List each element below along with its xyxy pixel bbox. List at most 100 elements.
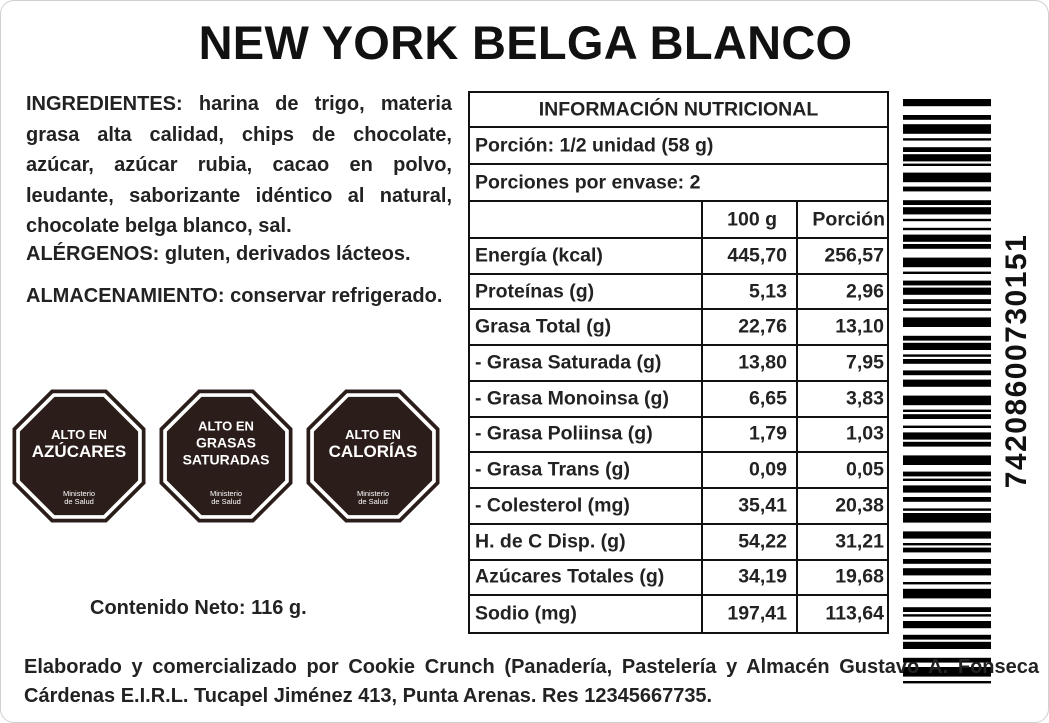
seal-ministry: de Salud (211, 497, 241, 506)
seal-text: SATURADAS (183, 452, 270, 468)
nutrient-portion: 0,05 (846, 458, 884, 481)
nutrition-table: INFORMACIÓN NUTRICIONAL Porción: 1/2 unid… (468, 91, 889, 634)
barcode-bar (903, 354, 991, 357)
barcode-bar (903, 280, 991, 286)
barcode-bar (903, 547, 991, 553)
nutrient-label: - Grasa Trans (g) (475, 458, 630, 481)
barcode-bar (903, 370, 991, 376)
nutrient-per-100g: 1,79 (749, 422, 787, 445)
barcode-bar (903, 308, 991, 311)
seal-text: CALORÍAS (329, 442, 418, 461)
nutrient-row: - Grasa Poliinsa (g) 1,79 1,03 (470, 418, 887, 454)
nutrient-label: H. de C Disp. (g) (475, 530, 626, 553)
barcode (903, 99, 991, 684)
nutrient-per-100g: 6,65 (749, 387, 787, 410)
seal-text: ALTO EN (198, 418, 254, 433)
seal-ministry: de Salud (64, 497, 94, 506)
footer-text: Elaborado y comercializado por Cookie Cr… (24, 656, 1039, 707)
barcode-bar (903, 154, 991, 162)
nutrient-portion: 3,83 (846, 387, 884, 410)
product-title: NEW YORK BELGA BLANCO (198, 16, 853, 69)
barcode-bar (903, 432, 991, 440)
header-100g: 100 g (727, 208, 777, 230)
nutrient-label: - Colesterol (mg) (475, 494, 630, 517)
barcode-bar (903, 681, 991, 684)
seal-ministry: de Salud (358, 497, 388, 506)
column-divider (796, 202, 798, 632)
barcode-number: 74208600730151 (1000, 233, 1033, 489)
nutrient-label: - Grasa Saturada (g) (475, 351, 662, 374)
nutrient-portion: 113,64 (825, 602, 884, 625)
nutrient-portion: 7,95 (846, 351, 884, 374)
barcode-bar (903, 207, 991, 215)
barcode-bar (903, 559, 991, 564)
nutrient-label: Energía (kcal) (475, 244, 603, 267)
net-content: Contenido Neto: 116 g. (90, 597, 307, 619)
nutrient-per-100g: 34,19 (738, 565, 787, 588)
nutrient-row: Sodio (mg) 197,41 113,64 (470, 596, 887, 632)
storage: ALMACENAMIENTO: conservar refrigerado. (26, 281, 452, 312)
nutrient-portion: 20,38 (835, 494, 884, 517)
allergens-label: ALÉRGENOS: (26, 243, 160, 265)
barcode-bar (903, 471, 991, 477)
nutrient-row: - Grasa Saturada (g) 13,80 7,95 (470, 346, 887, 382)
nutrient-portion: 1,03 (846, 422, 884, 445)
barcode-bar (903, 147, 991, 152)
barcode-bar (903, 234, 991, 242)
header-portion: Porción (812, 208, 885, 230)
nutrient-per-100g: 22,76 (738, 315, 787, 338)
seal-inner (166, 396, 286, 516)
column-divider (701, 202, 703, 632)
nutrition-title-row: INFORMACIÓN NUTRICIONAL (470, 93, 887, 128)
ingredients-label: INGREDIENTES: (26, 93, 183, 115)
ingredients-text: harina de trigo, materia grasa alta cali… (26, 93, 452, 237)
barcode-bar (903, 271, 991, 274)
nutrient-portion: 2,96 (846, 280, 884, 303)
nutrient-per-100g: 54,22 (738, 530, 787, 553)
barcode-bar (903, 641, 991, 649)
barcode-bar (903, 621, 991, 629)
barcode-bar (903, 531, 991, 539)
nutrient-label: Proteínas (g) (475, 280, 595, 303)
barcode-bar (903, 614, 991, 617)
barcode-bar (903, 414, 991, 419)
nutrient-row: - Colesterol (mg) 35,41 20,38 (470, 489, 887, 525)
barcode-bar (903, 172, 991, 183)
barcode-bar (903, 200, 991, 205)
barcode-bar (903, 287, 991, 295)
barcode-bar (903, 317, 991, 327)
barcode-bar (903, 588, 991, 599)
barcode-bar (903, 478, 991, 481)
barcode-bar (903, 227, 991, 231)
seal-text: AZÚCARES (32, 442, 126, 461)
barcode-bar (903, 299, 991, 304)
nutrient-per-100g: 35,41 (738, 494, 787, 517)
storage-text: conservar refrigerado. (230, 285, 443, 307)
nutrient-per-100g: 0,09 (749, 458, 787, 481)
nutrient-per-100g: 197,41 (727, 602, 787, 625)
barcode-bar (903, 244, 991, 249)
barcode-bar (903, 513, 991, 523)
seal-text: ALTO EN (345, 427, 401, 442)
barcode-bar (903, 568, 991, 576)
barcode-bar (903, 425, 991, 428)
nutrient-row: Grasa Total (g) 22,76 13,10 (470, 310, 887, 347)
nutrient-portion: 19,68 (835, 565, 884, 588)
nutrient-label: - Grasa Monoinsa (g) (475, 387, 669, 410)
nutrient-per-100g: 445,70 (727, 244, 787, 267)
barcode-bar (903, 634, 991, 640)
barcode-bar (903, 582, 991, 585)
barcode-bar (903, 124, 991, 134)
barcode-bar (903, 335, 991, 341)
barcode-bar (903, 607, 991, 612)
storage-label: ALMACENAMIENTO: (26, 285, 225, 307)
nutrient-row: Proteínas (g) 5,13 2,96 (470, 275, 887, 311)
nutrient-per-100g: 13,80 (738, 351, 787, 374)
barcode-bar (903, 138, 991, 141)
nutrient-row: Energía (kcal) 445,70 256,57 (470, 239, 887, 275)
barcode-bar (903, 257, 991, 268)
barcode-bar (903, 186, 991, 192)
